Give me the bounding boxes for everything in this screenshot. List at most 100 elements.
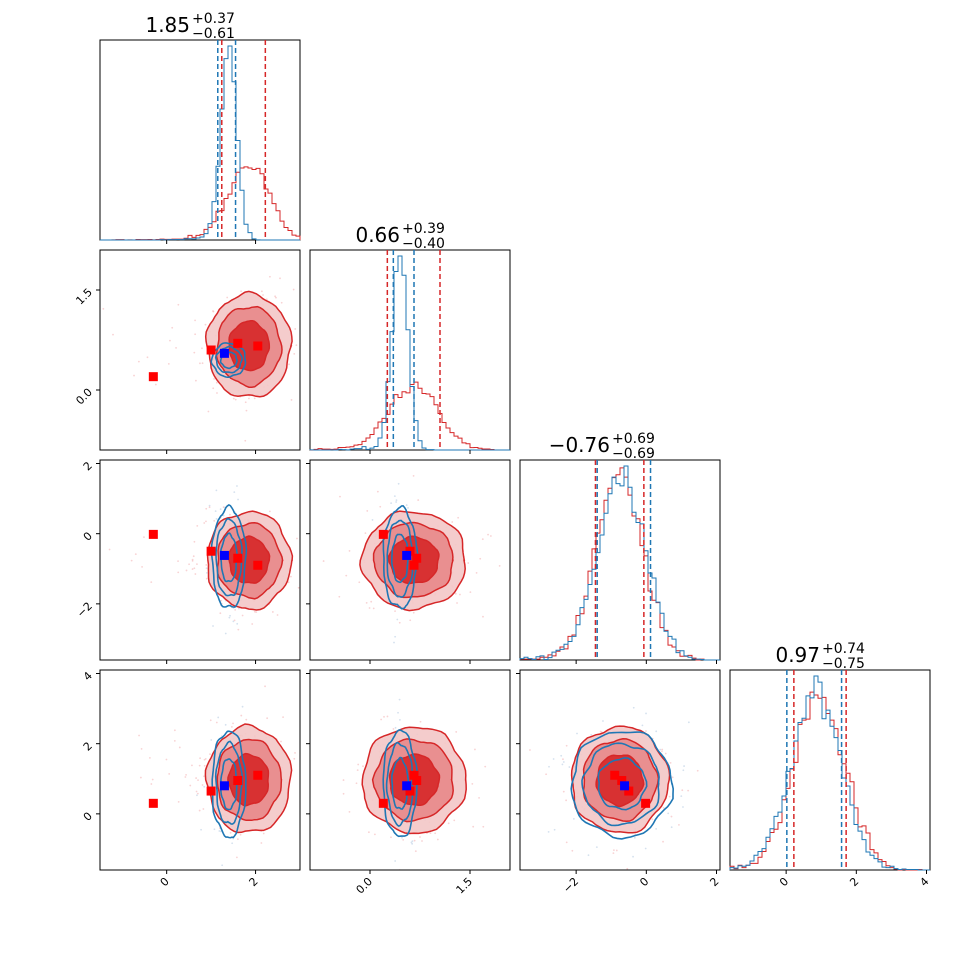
sample-point — [571, 849, 574, 852]
sample-point — [203, 522, 206, 524]
sample-point — [644, 847, 647, 850]
sample-point — [547, 830, 550, 833]
blue-marker — [219, 348, 229, 358]
sample-point — [394, 635, 397, 638]
sample-point — [595, 846, 598, 849]
sample-point — [295, 344, 298, 347]
sample-point — [529, 749, 531, 751]
sample-point — [683, 765, 685, 767]
sample-point — [196, 792, 199, 795]
sample-point — [195, 790, 198, 793]
panel-content — [322, 474, 501, 644]
sample-point — [659, 748, 662, 751]
sample-point — [199, 757, 202, 760]
sample-point — [205, 520, 207, 523]
sample-point — [222, 506, 225, 509]
sample-point — [367, 831, 370, 834]
sample-point — [313, 322, 315, 324]
x-tick-label: 2 — [247, 875, 261, 889]
sample-point — [405, 504, 408, 506]
sample-point — [661, 748, 664, 751]
sample-point — [293, 757, 296, 760]
sample-point — [274, 295, 277, 298]
sample-point — [196, 524, 199, 527]
sample-point — [188, 563, 190, 566]
sample-point — [562, 758, 564, 761]
sample-point — [245, 718, 248, 721]
title-median: 0.97 — [775, 643, 820, 667]
red-histogram — [100, 166, 301, 241]
y-tick-label: 1.5 — [73, 286, 95, 308]
sample-point — [612, 849, 615, 851]
sample-point — [213, 828, 216, 831]
panel-frame — [99, 459, 301, 661]
sample-point — [208, 504, 211, 507]
sample-point — [682, 769, 685, 772]
title-plus: +0.39 — [402, 221, 445, 237]
sample-point — [212, 625, 214, 627]
sample-point — [178, 746, 181, 749]
sample-point — [348, 810, 351, 813]
red-marker-4 — [148, 529, 158, 539]
sample-point — [213, 378, 215, 380]
sample-point — [194, 333, 197, 336]
sample-point — [140, 747, 143, 750]
sample-point — [411, 840, 414, 843]
red-marker-2 — [412, 776, 422, 786]
sample-point — [290, 399, 293, 401]
sample-point — [661, 750, 663, 753]
title-minus: −0.61 — [192, 26, 235, 42]
sample-point — [455, 731, 458, 733]
x-tick-label: 0.0 — [354, 875, 376, 897]
y-tick-label: 0 — [81, 810, 95, 824]
sample-point — [419, 836, 421, 838]
sample-point — [232, 620, 235, 623]
sample-point — [202, 808, 205, 810]
sample-point — [576, 732, 578, 735]
sample-point — [204, 323, 207, 326]
sample-point — [560, 754, 563, 757]
sample-point — [169, 339, 171, 342]
sample-point — [241, 705, 244, 708]
sample-point — [469, 591, 472, 594]
sample-point — [199, 362, 201, 365]
sample-point — [670, 826, 673, 829]
sample-point — [203, 785, 206, 788]
sample-point — [193, 540, 196, 543]
blue-contour-1 — [382, 504, 419, 610]
sample-point — [276, 614, 279, 616]
y-tick-label: 0 — [81, 529, 95, 543]
sample-point — [397, 482, 400, 485]
sample-point — [206, 571, 208, 574]
sample-point — [236, 838, 239, 841]
sample-point — [260, 842, 263, 844]
sample-point — [421, 840, 423, 842]
title-param-2: 0.66 +0.39−0.40 — [355, 221, 444, 252]
blue-marker — [219, 550, 229, 560]
sample-point — [234, 398, 237, 401]
sample-point — [434, 832, 437, 835]
sample-point — [191, 764, 193, 767]
title-param-1: 1.85 +0.37−0.61 — [145, 11, 234, 42]
title-plus: +0.74 — [822, 641, 865, 657]
sample-point — [372, 607, 375, 610]
sample-point — [154, 383, 157, 386]
sample-point — [338, 595, 341, 598]
sample-point — [457, 516, 460, 519]
sample-point — [376, 490, 379, 493]
sample-point — [279, 277, 281, 280]
sample-point — [175, 346, 177, 349]
sample-point — [395, 499, 398, 502]
sample-point — [137, 360, 140, 363]
sample-point — [216, 392, 218, 394]
sample-point — [177, 303, 180, 306]
blue-contour-1 — [570, 731, 675, 840]
panel-frame — [519, 459, 721, 661]
title-minus: −0.40 — [402, 236, 445, 252]
sample-point — [262, 832, 265, 835]
blue-contour-2 — [385, 741, 414, 827]
sample-point — [548, 765, 550, 768]
sample-point — [265, 298, 268, 301]
sample-point — [308, 310, 310, 312]
diag-panel-3 — [519, 459, 721, 661]
